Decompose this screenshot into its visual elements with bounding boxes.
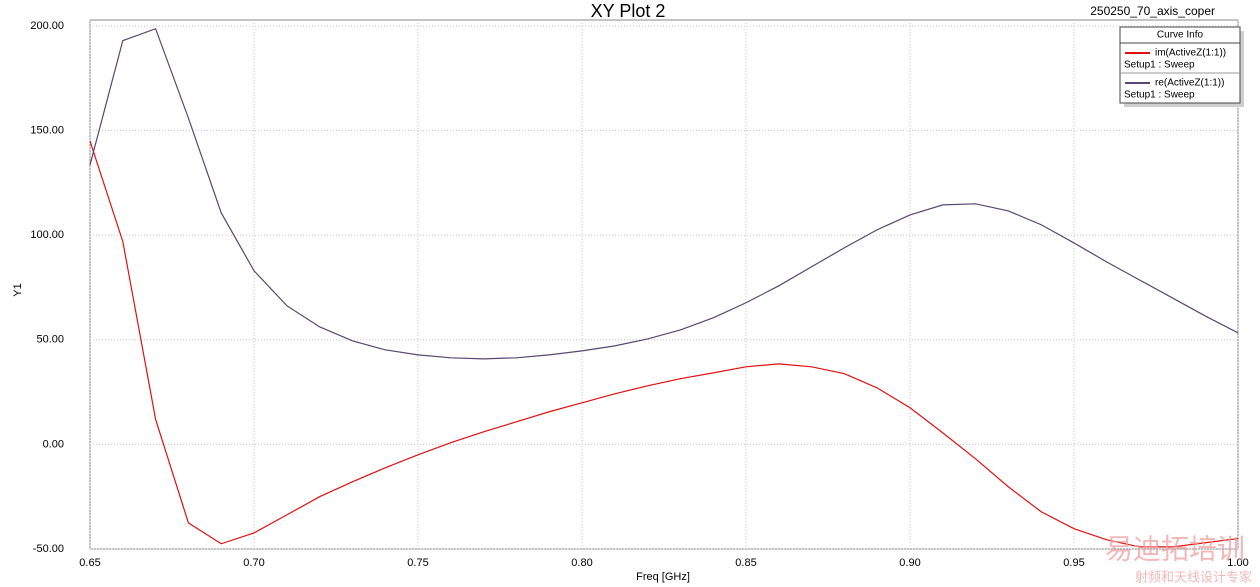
y-tick-label: 0.00: [43, 438, 64, 450]
x-tick-label: 0.85: [735, 557, 756, 569]
plot-frame: [89, 19, 1239, 550]
y-tick-label: 50.00: [36, 334, 64, 346]
watermark: 易迪拓培训: [1105, 533, 1245, 564]
legend-box: [1119, 26, 1241, 104]
y-tick-label: 100.00: [30, 229, 64, 241]
lines: [89, 27, 1239, 548]
x-tick-label: 0.80: [571, 557, 592, 569]
x-tick-label: 1.00: [1227, 557, 1248, 569]
ticks: -50.00 0.00 50.00 100.00 150.00 200.00 0.65 0.7…: [30, 20, 1248, 569]
x-tick-label: 0.75: [407, 557, 428, 569]
legend-solution: Setup1 : Sweep: [1124, 60, 1195, 71]
legend-title: Curve Info: [1157, 30, 1204, 41]
grid: [89, 20, 1239, 550]
y-axis-label: Y1: [12, 283, 24, 296]
watermark-subtitle: 射频和天线设计专家: [1135, 569, 1252, 584]
chart-title: XY Plot 2: [591, 1, 666, 21]
x-tick-label: 0.90: [899, 557, 920, 569]
x-tick-label: 0.95: [1063, 557, 1084, 569]
series-line: [89, 27, 1239, 360]
legend-label: im(ActiveZ(1:1)): [1155, 48, 1226, 59]
x-axis-label: Freq [GHz]: [636, 571, 690, 583]
x-tick-label: 0.70: [243, 557, 264, 569]
legend-solution: Setup1 : Sweep: [1124, 90, 1195, 101]
design-name: 250250_70_axis_coper: [1090, 4, 1215, 18]
y-tick-label: 150.00: [30, 125, 64, 137]
y-tick-label: -50.00: [33, 543, 64, 555]
legend: im(ActiveZ(1:1))Setup1 : Sweepre(ActiveZ…: [1120, 48, 1240, 101]
y-tick-label: 200.00: [30, 20, 64, 32]
series-line: [89, 140, 1239, 548]
x-tick-label: 0.65: [79, 557, 100, 569]
legend-label: re(ActiveZ(1:1)): [1155, 78, 1224, 89]
